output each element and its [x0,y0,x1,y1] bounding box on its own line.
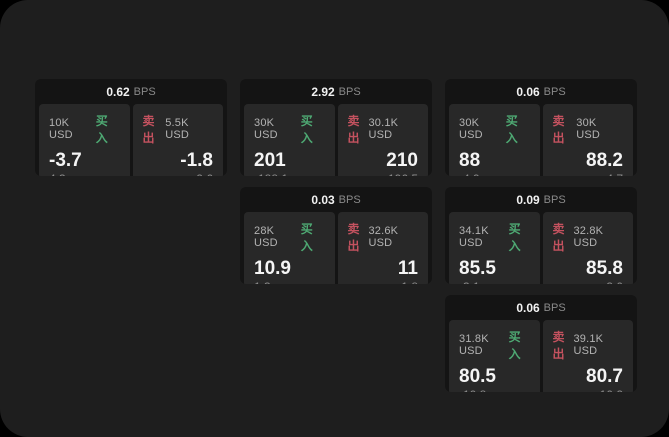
sell-price: -1.8 [180,150,213,171]
bps-unit: BPS [543,193,566,206]
bps-value: 0.62 [106,84,130,99]
bps-unit: BPS [543,301,566,314]
bps-value: 0.06 [516,84,540,99]
sell-delta: -1.8 [348,280,418,284]
buy-panel[interactable]: 30K USD 买入 88 -4.9 [449,104,540,176]
panels: 28K USD 买入 10.9 1.3 卖出 32.6K USD 11 -1.8 [240,212,432,284]
panels: 30K USD 买入 88 -4.9 卖出 30K USD 88.2 4.7 [445,104,637,176]
buy-delta: 4.3 [49,172,120,176]
card-header: 0.06 BPS [445,79,637,104]
buy-price: 80.5 [459,366,496,387]
card-header: 0.06 BPS [445,295,637,320]
buy-price: 85.5 [459,258,496,279]
buy-amount: 34.1K USD [459,225,489,249]
buy-price: 201 [254,150,286,171]
buy-delta: -188.1 [254,172,325,176]
card-header: 0.62 BPS [35,79,227,104]
buy-panel[interactable]: 30K USD 买入 201 -188.1 [244,104,335,176]
buy-delta: 1.3 [254,280,325,284]
buy-panel[interactable]: 10K USD 买入 -3.7 4.3 [39,104,130,176]
bps-unit: BPS [543,85,566,98]
spread-card: 0.06 BPS 31.8K USD 买入 80.5 -10.8 卖出 39.1… [445,295,637,392]
bps-value: 0.09 [516,192,540,207]
sell-delta: 196.5 [348,172,418,176]
buy-panel[interactable]: 28K USD 买入 10.9 1.3 [244,212,335,284]
sell-amount: 5.5K USD [165,117,190,141]
buy-panel[interactable]: 34.1K USD 买入 85.5 -3.1 [449,212,540,284]
sell-label: 卖出 [552,222,565,253]
sell-label: 卖出 [552,330,565,361]
card-header: 2.92 BPS [240,79,432,104]
buy-price: -3.7 [49,150,82,171]
sell-price: 88.2 [586,150,623,171]
sell-panel[interactable]: 卖出 32.6K USD 11 -1.8 [337,212,428,284]
buy-label: 买入 [508,222,521,253]
buy-amount: 28K USD [254,225,278,249]
sell-amount: 32.8K USD [573,225,604,249]
bps-value: 0.06 [516,300,540,315]
spread-card: 2.92 BPS 30K USD 买入 201 -188.1 卖出 30.1K … [240,79,432,176]
sell-price: 11 [397,258,418,279]
sell-panel[interactable]: 卖出 32.8K USD 85.8 3.0 [542,212,633,284]
bps-unit: BPS [133,85,156,98]
buy-delta: -3.1 [459,280,530,284]
sell-amount: 30K USD [576,117,601,141]
sell-delta: 4.7 [553,172,623,176]
card-header: 0.03 BPS [240,187,432,212]
sell-label: 卖出 [347,222,360,253]
buy-label: 买入 [505,114,518,145]
spread-card: 0.06 BPS 30K USD 买入 88 -4.9 卖出 30K USD [445,79,637,176]
buy-amount: 31.8K USD [459,333,489,357]
spread-card: 0.03 BPS 28K USD 买入 10.9 1.3 卖出 32.6K US… [240,187,432,284]
buy-amount: 30K USD [254,117,278,141]
buy-label: 买入 [300,222,313,253]
card-header: 0.09 BPS [445,187,637,212]
sell-price: 85.8 [586,258,623,279]
bps-value: 0.03 [311,192,335,207]
sell-delta: 10.2 [553,388,623,392]
buy-amount: 30K USD [459,117,483,141]
sell-panel[interactable]: 卖出 30.1K USD 210 196.5 [337,104,428,176]
buy-label: 买入 [508,330,521,361]
spread-cards-grid: 0.62 BPS 10K USD 买入 -3.7 4.3 卖出 5.5K USD [35,79,637,392]
bps-unit: BPS [338,85,361,98]
spread-card: 0.62 BPS 10K USD 买入 -3.7 4.3 卖出 5.5K USD [35,79,227,176]
sell-amount: 39.1K USD [573,333,604,357]
buy-amount: 10K USD [49,117,73,141]
panels: 31.8K USD 买入 80.5 -10.8 卖出 39.1K USD 80.… [445,320,637,392]
sell-panel[interactable]: 卖出 5.5K USD -1.8 -2.6 [132,104,223,176]
sell-price: 210 [386,150,418,171]
sell-label: 卖出 [142,114,155,145]
bps-value: 2.92 [311,84,335,99]
sell-amount: 30.1K USD [368,117,399,141]
panels: 34.1K USD 买入 85.5 -3.1 卖出 32.8K USD 85.8… [445,212,637,284]
buy-delta: -4.9 [459,172,530,176]
sell-delta: 3.0 [553,280,623,284]
sell-label: 卖出 [347,114,360,145]
buy-label: 买入 [300,114,313,145]
buy-label: 买入 [95,114,108,145]
sell-price: 80.7 [586,366,623,387]
buy-panel[interactable]: 31.8K USD 买入 80.5 -10.8 [449,320,540,392]
sell-delta: -2.6 [143,172,213,176]
sell-amount: 32.6K USD [368,225,399,249]
buy-delta: -10.8 [459,388,530,392]
panels: 10K USD 买入 -3.7 4.3 卖出 5.5K USD -1.8 -2.… [35,104,227,176]
spread-card: 0.09 BPS 34.1K USD 买入 85.5 -3.1 卖出 32.8K… [445,187,637,284]
sell-label: 卖出 [552,114,565,145]
sell-panel[interactable]: 卖出 39.1K USD 80.7 10.2 [542,320,633,392]
buy-price: 10.9 [254,258,291,279]
sell-panel[interactable]: 卖出 30K USD 88.2 4.7 [542,104,633,176]
panels: 30K USD 买入 201 -188.1 卖出 30.1K USD 210 1… [240,104,432,176]
buy-price: 88 [459,150,481,171]
bps-unit: BPS [338,193,361,206]
